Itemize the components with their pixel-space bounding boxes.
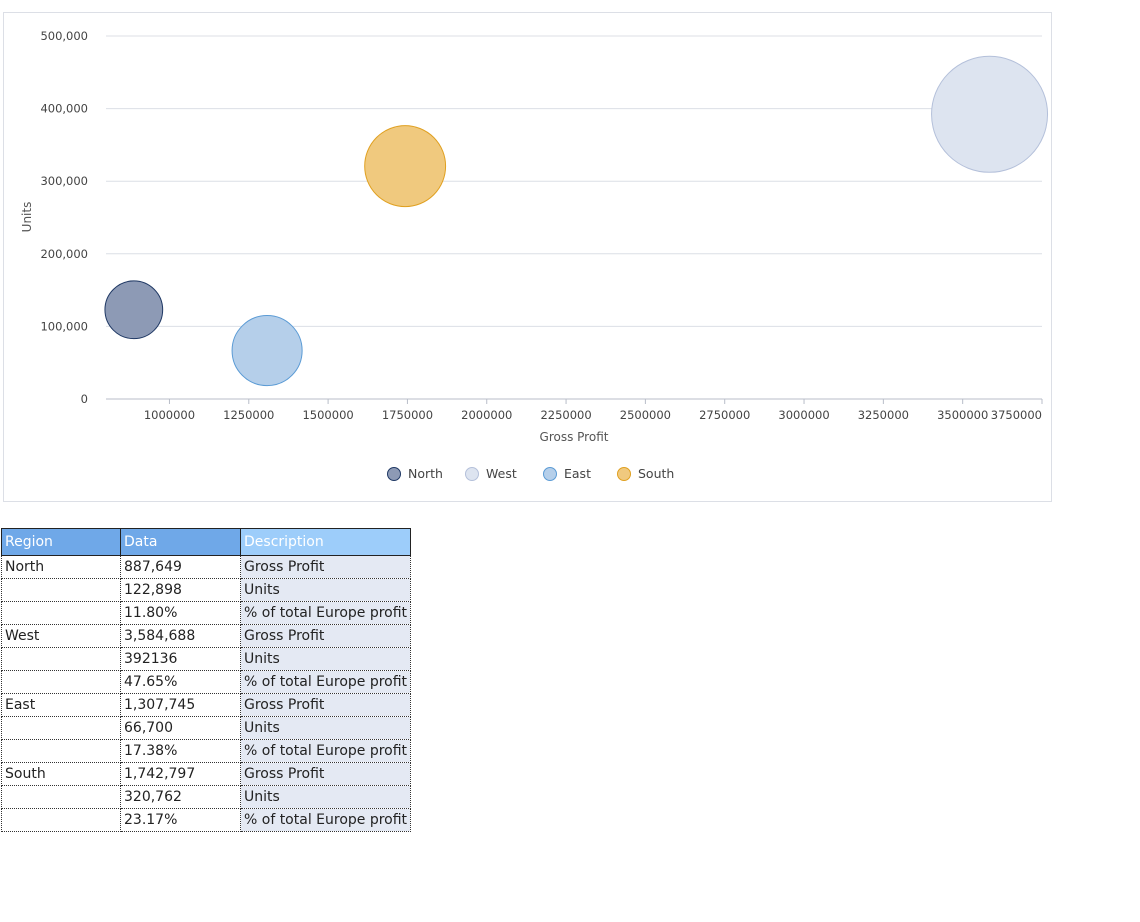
legend-marker-north [387,467,401,481]
cell-description: Units [239,578,412,602]
x-tick-label: 1000000 [144,408,195,422]
cell-data: 17.38% [120,739,241,763]
x-tick-label: 3500000 [937,408,988,422]
x-axis-ticks: 1000000 1250000 1500000 1750000 2000000 22500… [144,399,1043,422]
cell-description: % of total Europe profit [239,739,412,763]
column-header-description: Description [239,528,412,556]
cell-region [1,670,121,694]
cell-description: Units [239,647,412,671]
cell-data: 320,762 [120,785,241,809]
cell-region [1,601,121,625]
table-row: 23.17%% of total Europe profit [1,808,412,832]
cell-description: Units [239,785,412,809]
legend-label-north[interactable]: North [408,466,443,481]
cell-region [1,808,121,832]
cell-region [1,578,121,602]
x-tick-label: 1250000 [223,408,274,422]
x-tick-label: 3750000 [991,408,1042,422]
legend-label-west[interactable]: West [486,466,517,481]
table-body: North 887,649 Gross Profit 122,898 Units 11.8… [1,555,412,832]
column-header-data: Data [120,528,241,556]
cell-region [1,647,121,671]
cell-data: 1,307,745 [120,693,241,717]
y-tick-label: 500,000 [40,29,88,43]
cell-region: North [1,555,121,579]
table-row: 66,700 Units [1,716,412,740]
bubble-south[interactable] [364,125,447,208]
y-axis-ticks: 0 100,000 200,000 300,000 400,000 500,000 [40,29,88,406]
cell-data: 23.17% [120,808,241,832]
x-tick-label: 2000000 [461,408,512,422]
table-row: East 1,307,745 Gross Profit [1,693,412,717]
cell-description: Gross Profit [239,624,412,648]
cell-description: % of total Europe profit [239,808,412,832]
legend-marker-west [465,467,479,481]
bubble-north[interactable] [104,280,164,340]
x-tick-label: 3000000 [778,408,829,422]
x-tick-label: 2250000 [540,408,591,422]
cell-data: 11.80% [120,601,241,625]
table-row: 47.65%% of total Europe profit [1,670,412,694]
table-row: West 3,584,688 Gross Profit [1,624,412,648]
y-tick-label: 0 [81,392,88,406]
x-tick-label: 3250000 [858,408,909,422]
table-row: 320,762 Units [1,785,412,809]
cell-description: Gross Profit [239,762,412,786]
x-tick-label: 2750000 [699,408,750,422]
cell-description: Gross Profit [239,693,412,717]
cell-data: 392136 [120,647,241,671]
y-tick-label: 400,000 [40,102,88,116]
legend-marker-south [617,467,631,481]
cell-region [1,716,121,740]
bubbles [104,55,1049,387]
y-tick-label: 200,000 [40,247,88,261]
cell-data: 1,742,797 [120,762,241,786]
cell-description: % of total Europe profit [239,670,412,694]
legend-marker-east [543,467,557,481]
table-header-row: Region Data Description [1,528,412,556]
legend: North West East South [387,466,674,481]
data-table: Region Data Description North 887,649 Gros… [1,528,412,832]
table-row: 392136 Units [1,647,412,671]
x-tick-label: 1750000 [382,408,433,422]
cell-data: 122,898 [120,578,241,602]
cell-region: South [1,762,121,786]
cell-data: 66,700 [120,716,241,740]
y-axis-title: Units [20,202,34,233]
table-row: 11.80%% of total Europe profit [1,601,412,625]
column-header-region: Region [1,528,121,556]
table-row: South 1,742,797 Gross Profit [1,762,412,786]
legend-label-south[interactable]: South [638,466,674,481]
bubble-west[interactable] [931,55,1049,173]
table-row: 122,898 Units [1,578,412,602]
table-row: 17.38%% of total Europe profit [1,739,412,763]
chart-canvas: 0 100,000 200,000 300,000 400,000 500,000 100… [20,29,1049,481]
cell-description: Units [239,716,412,740]
bubble-chart: 0 100,000 200,000 300,000 400,000 500,000 100… [3,12,1052,502]
cell-data: 47.65% [120,670,241,694]
cell-region [1,785,121,809]
bubble-east[interactable] [231,315,303,387]
cell-description: Gross Profit [239,555,412,579]
legend-label-east[interactable]: East [564,466,591,481]
y-tick-label: 300,000 [40,174,88,188]
cell-region: West [1,624,121,648]
x-tick-label: 1500000 [302,408,353,422]
y-tick-label: 100,000 [40,319,88,333]
x-tick-label: 2500000 [620,408,671,422]
x-axis-title: Gross Profit [540,430,609,444]
cell-data: 3,584,688 [120,624,241,648]
cell-region: East [1,693,121,717]
cell-data: 887,649 [120,555,241,579]
cell-description: % of total Europe profit [239,601,412,625]
table-row: North 887,649 Gross Profit [1,555,412,579]
cell-region [1,739,121,763]
